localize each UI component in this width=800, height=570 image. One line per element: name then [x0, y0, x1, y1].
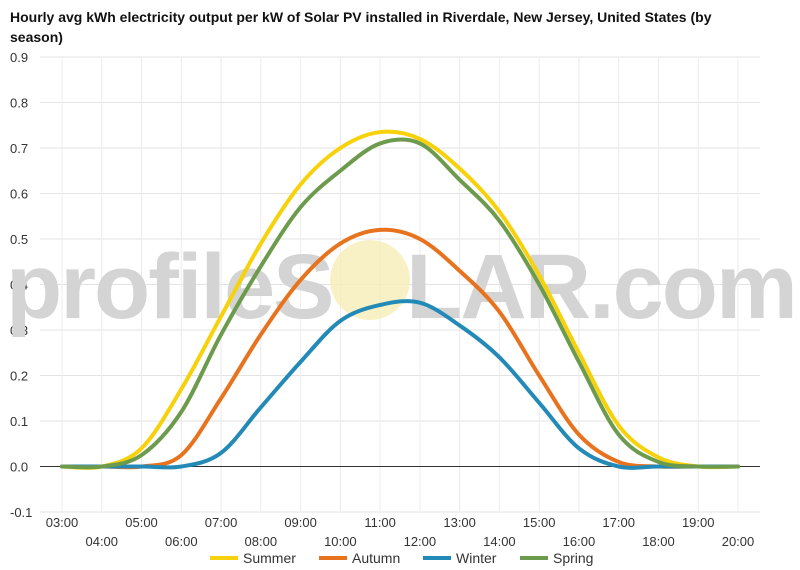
y-tick-label: 0.9 [10, 50, 28, 65]
legend-label: Autumn [352, 550, 400, 566]
legend-label: Summer [243, 550, 296, 566]
series-lines [60, 129, 740, 470]
x-tick-label: 15:00 [523, 515, 556, 530]
x-tick-label: 19:00 [682, 515, 715, 530]
y-tick-label: 0.2 [10, 369, 28, 384]
x-tick-label: 18:00 [642, 534, 675, 549]
y-tick-label: 0.3 [10, 323, 28, 338]
y-tick-label: -0.1 [10, 505, 32, 520]
watermark-sun-icon [330, 240, 410, 320]
y-tick-label: 0.7 [10, 141, 28, 156]
legend-label: Winter [456, 550, 497, 566]
chart-title-line1: Hourly avg kWh electricity output per kW… [10, 9, 712, 25]
x-tick-label: 06:00 [165, 534, 198, 549]
y-tick-label: 0.8 [10, 96, 28, 111]
legend-item-summer[interactable]: Summer [210, 550, 296, 566]
x-tick-label: 12:00 [404, 534, 437, 549]
y-tick-label: 0.6 [10, 187, 28, 202]
x-tick-label: 10:00 [324, 534, 357, 549]
x-tick-label: 13:00 [443, 515, 476, 530]
series-line-winter [60, 299, 740, 470]
legend-item-spring[interactable]: Spring [520, 550, 593, 566]
series-line-summer [60, 129, 740, 470]
series-line-autumn [60, 227, 740, 470]
legend-item-winter[interactable]: Winter [423, 550, 497, 566]
watermark-text-prefix: profileS [6, 236, 332, 338]
series-line-spring [60, 137, 740, 470]
legend-label: Spring [553, 550, 593, 566]
x-tick-label: 08:00 [245, 534, 278, 549]
watermark: profileS LAR.com [6, 236, 798, 338]
legend[interactable]: Summer Autumn Winter Spring [210, 550, 593, 566]
watermark-text-suffix: LAR.com [406, 236, 796, 338]
x-tick-label: 11:00 [364, 515, 396, 530]
legend-item-autumn[interactable]: Autumn [319, 550, 400, 566]
x-tick-label: 07:00 [205, 515, 238, 530]
chart-title-line2: season) [10, 29, 63, 45]
x-tick-label: 16:00 [563, 534, 596, 549]
x-tick-label: 05:00 [125, 515, 158, 530]
x-axis: 03:00 04:00 05:00 06:00 07:00 08:00 09:00 10:00… [46, 515, 755, 549]
x-tick-label: 20:00 [722, 534, 755, 549]
x-tick-label: 03:00 [46, 515, 79, 530]
y-tick-label: 0.1 [10, 414, 28, 429]
grid-lines [40, 56, 760, 513]
y-tick-label: 0.5 [10, 232, 28, 247]
y-tick-label: 0.4 [10, 278, 28, 293]
x-tick-label: 17:00 [602, 515, 635, 530]
x-tick-label: 14:00 [483, 534, 516, 549]
x-tick-label: 09:00 [284, 515, 317, 530]
x-tick-label: 04:00 [85, 534, 118, 549]
y-tick-label: 0.0 [10, 460, 28, 475]
y-axis: -0.1 0.0 0.1 0.2 0.3 0.4 0.5 0.6 0.7 0.8 0.9 [10, 50, 32, 520]
